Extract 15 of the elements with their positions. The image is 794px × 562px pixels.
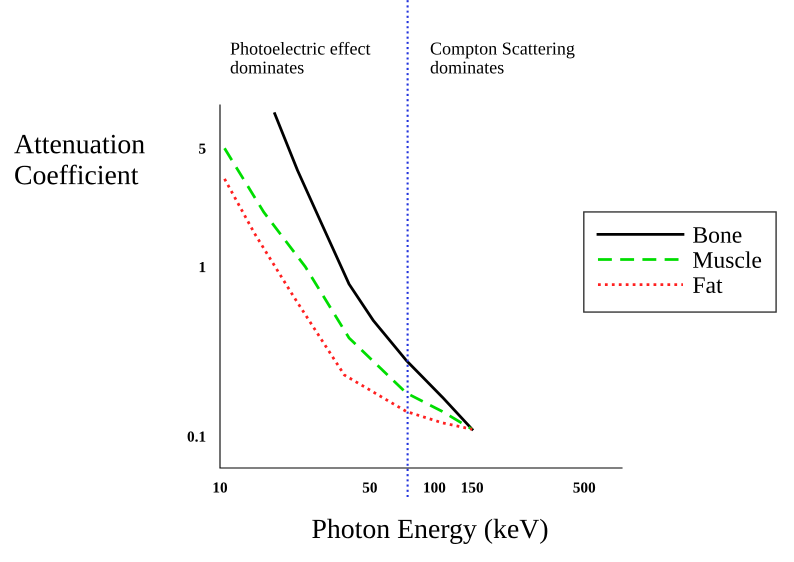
x-tick-label: 10 [214, 482, 228, 493]
x-tick-label: 500 [573, 482, 596, 493]
x-axis-title: Photon Energy (keV) [312, 518, 548, 544]
text: Photoelectric effect dominates [230, 42, 370, 74]
x-tick-label: 50 [362, 482, 377, 493]
y-tick-label: 1 [200, 262, 206, 272]
x-tick-label: 150 [462, 482, 484, 493]
text: Compton Scattering dominates [430, 42, 575, 74]
legend-label: Muscle [693, 251, 762, 268]
legend-label: Bone [693, 227, 742, 243]
y-axis-title: Attenuation Coefficient [14, 134, 145, 184]
y-tick-label: 0.1 [188, 431, 206, 442]
y-tick-label: 5 [199, 144, 206, 154]
x-tick-label: 100 [424, 482, 446, 493]
legend-label: Fat [693, 277, 722, 294]
